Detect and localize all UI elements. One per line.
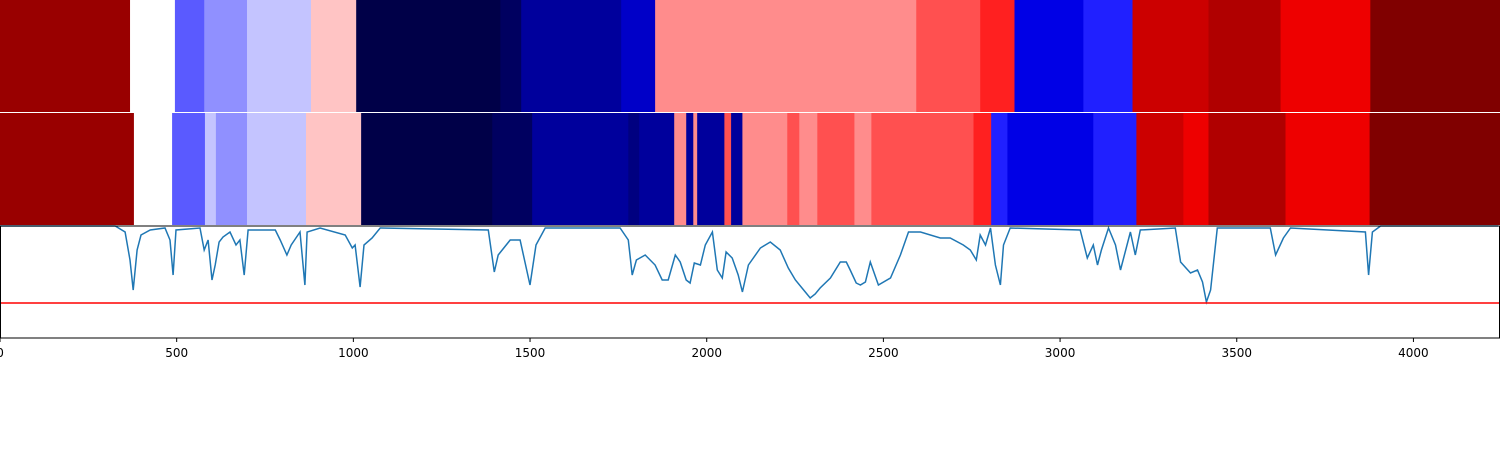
band-segment	[655, 0, 917, 112]
band-segment	[724, 113, 732, 225]
band-segment	[1132, 0, 1209, 112]
band-segment	[991, 113, 1008, 225]
band-segment	[854, 113, 872, 225]
x-tick-label: 4000	[1398, 346, 1429, 360]
band-segment	[246, 113, 307, 225]
band-segment	[246, 0, 312, 112]
band-segment	[731, 113, 743, 225]
band-segment	[817, 113, 855, 225]
band-segment	[532, 113, 629, 225]
x-tick-label: 500	[165, 346, 188, 360]
band-segment	[521, 0, 622, 112]
band-segment	[693, 113, 698, 225]
band-segment	[1093, 113, 1137, 225]
band-segment	[306, 113, 362, 225]
band-segment	[204, 113, 217, 225]
band-segment	[1370, 0, 1500, 112]
band-segment	[639, 113, 675, 225]
band-segment	[973, 113, 992, 225]
band-segment	[1285, 113, 1371, 225]
band-segment	[1014, 0, 1084, 112]
band-segment	[133, 113, 173, 225]
band-segment	[871, 113, 974, 225]
band-segment	[628, 113, 640, 225]
x-tick-label: 3500	[1221, 346, 1252, 360]
x-tick-label: 0	[0, 346, 4, 360]
band-segment	[1083, 0, 1134, 112]
band-segment	[1007, 113, 1094, 225]
x-tick-label: 2500	[868, 346, 899, 360]
band-segment	[787, 113, 800, 225]
bands	[0, 0, 1500, 225]
x-tick-label: 2000	[691, 346, 722, 360]
panel-frame	[0, 225, 1500, 339]
band-segment	[215, 113, 248, 225]
band-segment	[130, 0, 176, 112]
x-tick-label: 1000	[338, 346, 369, 360]
band-segment	[621, 0, 656, 112]
band-segment	[1136, 113, 1184, 225]
band-segment	[697, 113, 725, 225]
band-segment	[1208, 113, 1287, 225]
band-segment	[1280, 0, 1371, 112]
band-segment	[310, 0, 357, 112]
band-segment	[492, 113, 533, 225]
band-segment	[686, 113, 694, 225]
x-axis: 0 500 1000 1500 2000 2500 3000 3500 4000	[0, 338, 1429, 360]
band-segment	[742, 113, 788, 225]
band-segment	[172, 113, 206, 225]
band-segment	[174, 0, 205, 112]
band-segment	[0, 113, 135, 225]
band-segment	[356, 0, 501, 112]
line-panel	[0, 225, 1500, 339]
band-segment	[0, 0, 131, 112]
band-segment	[500, 0, 522, 112]
band-segment	[1369, 113, 1500, 225]
band-segment	[1183, 113, 1209, 225]
line-series	[0, 225, 1499, 305]
band-segment	[1208, 0, 1282, 112]
band-segment	[674, 113, 687, 225]
band-segment	[799, 113, 818, 225]
x-tick-label: 3000	[1045, 346, 1076, 360]
band-segment	[980, 0, 1015, 112]
band-segment	[204, 0, 248, 112]
x-tick-label: 1500	[515, 346, 546, 360]
band-segment	[361, 113, 493, 225]
band-segment	[916, 0, 981, 112]
